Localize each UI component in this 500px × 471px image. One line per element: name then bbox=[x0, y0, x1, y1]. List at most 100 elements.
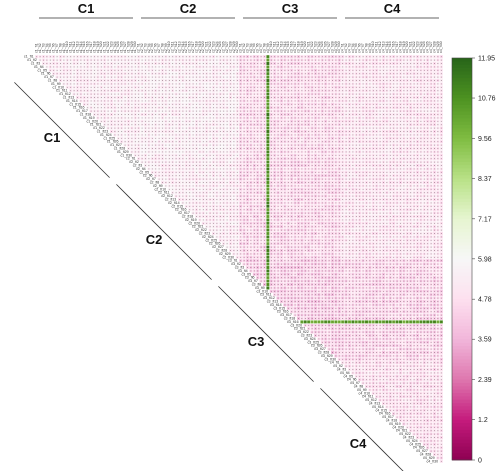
heatmap-cell-dot bbox=[53, 69, 55, 71]
heatmap-cell-dot bbox=[199, 117, 201, 119]
heatmap-cell-dot bbox=[253, 127, 255, 129]
heatmap-cell-dot bbox=[145, 56, 146, 58]
heatmap-cell-dot bbox=[440, 86, 442, 88]
heatmap-cell-dot bbox=[437, 66, 439, 68]
heatmap-cell-dot bbox=[134, 100, 136, 102]
heatmap-cell-dot bbox=[138, 56, 140, 58]
heatmap-cell-dot bbox=[301, 56, 303, 58]
heatmap-cell-dot bbox=[104, 100, 106, 102]
heatmap-cell-dot bbox=[304, 124, 306, 126]
heatmap-cell-dot bbox=[328, 114, 330, 115]
heatmap-cell-dot bbox=[400, 90, 401, 92]
heatmap-cell-dot bbox=[90, 107, 92, 109]
heatmap-cell-dot bbox=[386, 100, 388, 102]
heatmap-cell-dot bbox=[145, 127, 146, 129]
heatmap-cell-dot bbox=[413, 56, 415, 58]
heatmap-cell-dot bbox=[175, 90, 177, 92]
heatmap-cell-dot bbox=[277, 76, 279, 78]
heatmap-cell-dot bbox=[175, 66, 177, 68]
heatmap-cell-dot bbox=[321, 80, 323, 81]
heatmap-cell-dot bbox=[209, 107, 211, 109]
heatmap-cell-dot bbox=[185, 86, 187, 88]
heatmap-cell-dot bbox=[328, 124, 330, 126]
heatmap-cell-dot bbox=[400, 86, 401, 88]
heatmap-cell-dot bbox=[379, 59, 381, 61]
heatmap-cell-dot bbox=[114, 131, 116, 132]
heatmap-cell-dot bbox=[151, 90, 153, 92]
heatmap-cell-dot bbox=[226, 100, 228, 102]
heatmap-cell-dot bbox=[138, 69, 140, 71]
heatmap-cell-dot bbox=[396, 69, 398, 71]
heatmap-cell-dot bbox=[226, 80, 228, 81]
heatmap-cell-dot bbox=[440, 100, 442, 102]
heatmap-cell-dot bbox=[359, 131, 361, 132]
heatmap-cell-dot bbox=[400, 131, 401, 132]
heatmap-cell-dot bbox=[202, 66, 204, 68]
heatmap-cell-dot bbox=[335, 69, 337, 71]
heatmap-cell-dot bbox=[141, 120, 143, 122]
heatmap-cell-dot bbox=[196, 97, 197, 98]
heatmap-cell-dot bbox=[352, 80, 354, 81]
heatmap-cell-dot bbox=[376, 69, 378, 71]
heatmap-cell-dot bbox=[253, 59, 255, 61]
heatmap-cell-dot bbox=[240, 110, 242, 112]
heatmap-cell-dot bbox=[342, 59, 344, 61]
heatmap-cell-dot bbox=[393, 124, 395, 126]
heatmap-cell-dot bbox=[134, 124, 136, 126]
heatmap-cell-dot bbox=[284, 56, 286, 58]
heatmap-cell-dot bbox=[355, 63, 357, 64]
heatmap-cell-dot bbox=[206, 124, 208, 126]
heatmap-cell-dot bbox=[148, 100, 150, 102]
heatmap-cell-dot bbox=[247, 63, 248, 64]
heatmap-cell-dot bbox=[134, 90, 136, 92]
heatmap-cell-dot bbox=[294, 97, 296, 98]
heatmap-cell-dot bbox=[325, 103, 327, 105]
heatmap-cell-dot bbox=[236, 117, 238, 119]
heatmap-cell-dot bbox=[321, 69, 323, 71]
heatmap-cell-dot bbox=[338, 114, 340, 115]
heatmap-cell-dot bbox=[87, 76, 89, 78]
heatmap-cell-dot bbox=[216, 117, 218, 119]
heatmap-cell-dot bbox=[304, 120, 306, 122]
heatmap-cell-dot bbox=[77, 69, 78, 71]
heatmap-cell-dot bbox=[128, 107, 129, 109]
heatmap-cell-dot bbox=[332, 66, 333, 68]
heatmap-cell-dot bbox=[400, 110, 401, 112]
heatmap-cell-dot bbox=[206, 66, 208, 68]
heatmap-cell-dot bbox=[158, 86, 160, 88]
heatmap-cell-dot bbox=[400, 80, 401, 81]
heatmap-cell-dot bbox=[145, 80, 146, 81]
heatmap-cell-dot bbox=[185, 103, 187, 105]
heatmap-cell-dot bbox=[437, 110, 439, 112]
heatmap-cell-dot bbox=[318, 120, 320, 122]
heatmap-cell-dot bbox=[247, 90, 248, 92]
heatmap-cell-dot bbox=[417, 110, 418, 112]
heatmap-cell-dot bbox=[94, 114, 95, 115]
heatmap-cell-dot bbox=[131, 83, 133, 85]
heatmap-cell-dot bbox=[281, 131, 282, 132]
heatmap-cell-dot bbox=[226, 63, 228, 64]
heatmap-cell-dot bbox=[301, 93, 303, 95]
heatmap-cell-dot bbox=[345, 114, 347, 115]
heatmap-cell-dot bbox=[168, 63, 170, 64]
heatmap-cell-dot bbox=[284, 63, 286, 64]
heatmap-cell-dot bbox=[219, 63, 221, 64]
heatmap-cell-dot bbox=[213, 114, 214, 115]
heatmap-cell-dot bbox=[338, 93, 340, 95]
heatmap-cell-dot bbox=[209, 83, 211, 85]
heatmap-cell-dot bbox=[124, 76, 126, 78]
heatmap-cell-dot bbox=[325, 59, 327, 61]
heatmap-cell-dot bbox=[253, 114, 255, 115]
heatmap-cell-dot bbox=[440, 66, 442, 68]
heatmap-cell-dot bbox=[355, 59, 357, 61]
heatmap-cell-dot bbox=[366, 110, 367, 112]
heatmap-cell-dot bbox=[230, 86, 231, 88]
heatmap-cell-dot bbox=[219, 69, 221, 71]
heatmap-cell-dot bbox=[162, 117, 163, 119]
heatmap-cell-dot bbox=[423, 63, 425, 64]
heatmap-cell-dot bbox=[230, 90, 231, 92]
heatmap-cell-dot bbox=[124, 86, 126, 88]
heatmap-cell-dot bbox=[328, 93, 330, 95]
heatmap-cell-dot bbox=[298, 127, 299, 129]
heatmap-cell-dot bbox=[315, 127, 316, 129]
